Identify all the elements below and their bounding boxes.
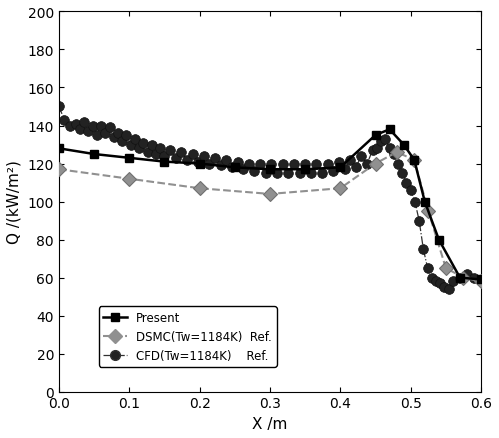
Legend: Present, DSMC(Tw=1184K)  Ref., CFD(Tw=1184K)    Ref.: Present, DSMC(Tw=1184K) Ref., CFD(Tw=118… <box>98 307 277 367</box>
X-axis label: X /m: X /m <box>252 416 287 431</box>
Y-axis label: Q /(kW/m²): Q /(kW/m²) <box>7 160 22 244</box>
